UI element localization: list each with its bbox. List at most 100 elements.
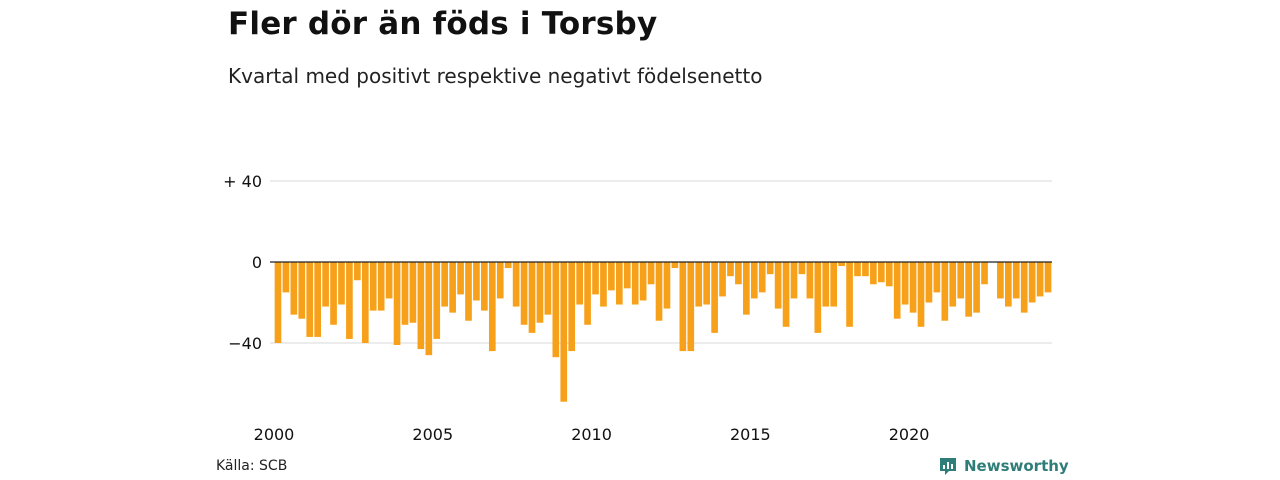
source-note: Källa: SCB	[216, 458, 288, 474]
bar-2014Q1	[719, 262, 726, 297]
bar-2023Q4	[1028, 262, 1036, 303]
bar-2007Q4	[520, 262, 528, 325]
bar-2003Q4	[393, 262, 401, 346]
bar-2020Q3	[925, 262, 933, 303]
y-tick-label: + 40	[223, 172, 262, 191]
bar-2010Q1	[592, 262, 599, 295]
bar-2007Q2	[504, 262, 512, 269]
bar-2004Q1	[401, 262, 409, 325]
bar-2014Q3	[735, 262, 742, 285]
bar-2017Q2	[822, 262, 830, 307]
bar-2006Q4	[488, 262, 496, 352]
bar-2019Q2	[885, 262, 893, 287]
bar-2021Q3	[957, 262, 965, 299]
bar-2015Q1	[750, 262, 758, 299]
bar-2001Q1	[306, 262, 314, 337]
bar-2005Q3	[449, 262, 456, 313]
y-tick-label: −40	[228, 334, 262, 353]
brand-name: Newsworthy	[964, 457, 1069, 475]
bar-2001Q4	[330, 262, 337, 325]
bar-2009Q3	[576, 262, 583, 305]
chart-subtitle: Kvartal med positivt respektive negativt…	[228, 64, 763, 88]
bar-2015Q3	[766, 262, 774, 275]
bar-2008Q3	[544, 262, 552, 315]
bar-2016Q4	[806, 262, 814, 299]
bar-2022Q1	[973, 262, 980, 313]
bar-2018Q1	[846, 262, 853, 327]
bar-2018Q4	[870, 262, 877, 285]
bar-2019Q1	[877, 262, 885, 283]
bar-2011Q3	[639, 262, 647, 301]
bar-2014Q2	[727, 262, 734, 277]
x-tick-label: 2010	[571, 425, 612, 444]
bar-2011Q4	[647, 262, 655, 285]
bar-2021Q4	[965, 262, 972, 317]
bar-2009Q2	[568, 262, 576, 352]
bar-2006Q2	[473, 262, 480, 301]
bar-2018Q3	[862, 262, 869, 277]
bar-2000Q2	[282, 262, 290, 293]
bar-2019Q4	[901, 262, 909, 305]
bar-2013Q3	[703, 262, 710, 305]
bar-2002Q1	[338, 262, 345, 305]
bar-2001Q2	[314, 262, 321, 337]
bar-2013Q2	[695, 262, 703, 307]
bar-2005Q1	[433, 262, 441, 339]
bar-2004Q3	[417, 262, 425, 350]
bar-2020Q4	[933, 262, 941, 293]
bar-2006Q3	[481, 262, 488, 311]
bar-2021Q2	[949, 262, 957, 307]
bar-2009Q4	[584, 262, 591, 325]
x-tick-label: 2005	[412, 425, 453, 444]
bar-2002Q2	[346, 262, 353, 339]
newsworthy-logo-icon	[940, 458, 956, 475]
bar-2010Q3	[608, 262, 615, 291]
bar-2020Q1	[909, 262, 917, 313]
bar-2003Q3	[385, 262, 393, 299]
bar-2023Q2	[1012, 262, 1020, 299]
bar-2022Q2	[981, 262, 988, 285]
bar-2024Q2	[1044, 262, 1052, 293]
bar-2012Q1	[655, 262, 663, 321]
x-axis-tick-labels: 2000 2005 2010 2015 2020	[254, 425, 930, 444]
bar-2020Q2	[917, 262, 925, 327]
bar-2011Q2	[631, 262, 639, 305]
bar-2000Q4	[298, 262, 306, 319]
bar-2013Q4	[711, 262, 718, 333]
bar-2002Q4	[361, 262, 369, 343]
bar-2015Q4	[774, 262, 782, 309]
bar-2023Q1	[1005, 262, 1012, 307]
bar-2011Q1	[623, 262, 631, 289]
bar-2019Q3	[893, 262, 901, 319]
bar-2017Q1	[814, 262, 822, 333]
bar-2000Q3	[290, 262, 298, 315]
bar-2021Q1	[941, 262, 949, 321]
x-tick-label: 2000	[254, 425, 295, 444]
bar-2014Q4	[743, 262, 750, 315]
bar-2006Q1	[465, 262, 472, 321]
brand-logo: Newsworthy	[938, 456, 1069, 476]
bar-2002Q3	[354, 262, 361, 281]
bar-2012Q2	[663, 262, 671, 309]
y-axis-tick-labels: + 40 0 −40	[223, 172, 262, 353]
bar-2016Q1	[782, 262, 790, 327]
bar-2003Q1	[369, 262, 377, 311]
bar-2005Q2	[441, 262, 449, 307]
bar-2008Q4	[552, 262, 560, 358]
bar-2004Q4	[425, 262, 433, 356]
bar-2001Q3	[322, 262, 329, 307]
bar-2022Q4	[997, 262, 1004, 299]
bar-series	[274, 262, 1052, 402]
y-tick-label: 0	[252, 253, 262, 272]
bar-2013Q1	[687, 262, 695, 352]
bar-2009Q1	[560, 262, 568, 402]
bar-2005Q4	[457, 262, 464, 295]
bar-2018Q2	[854, 262, 861, 277]
bar-2015Q2	[758, 262, 766, 293]
bar-2010Q4	[616, 262, 623, 305]
bar-2003Q2	[377, 262, 385, 311]
bar-2010Q2	[600, 262, 607, 307]
bar-2012Q4	[679, 262, 687, 352]
bar-2017Q4	[838, 262, 845, 267]
